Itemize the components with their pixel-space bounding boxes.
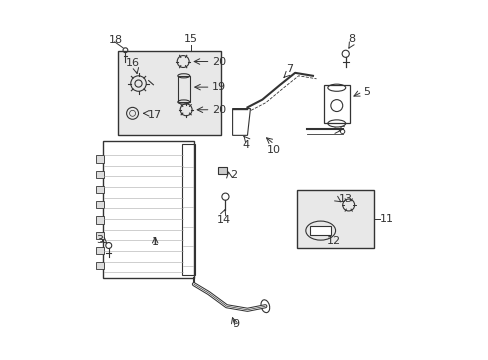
Text: 15: 15 [183, 34, 198, 44]
Text: 9: 9 [231, 319, 239, 329]
Bar [102, 141, 194, 278]
Text: 14: 14 [216, 215, 230, 225]
Text: 12: 12 [326, 236, 340, 246]
Text: 1: 1 [151, 237, 159, 247]
Text: 2: 2 [230, 170, 237, 180]
Bar [309, 226, 331, 235]
Text: 20: 20 [211, 57, 225, 67]
Text: 4: 4 [242, 140, 249, 149]
Text: 13: 13 [338, 194, 352, 204]
Text: 6: 6 [338, 126, 345, 136]
Bar [96, 186, 104, 193]
Bar [96, 247, 104, 254]
Bar [323, 85, 349, 123]
Bar [217, 167, 227, 174]
Bar [96, 262, 104, 269]
Text: 7: 7 [285, 64, 293, 74]
Text: 5: 5 [363, 87, 370, 97]
Bar [96, 216, 104, 224]
Text: 3: 3 [96, 234, 102, 244]
Bar [178, 76, 189, 102]
Bar [96, 231, 104, 239]
Bar [182, 144, 195, 275]
Bar [296, 190, 373, 248]
Bar [96, 201, 104, 208]
Text: 17: 17 [148, 109, 162, 120]
Text: 16: 16 [125, 58, 139, 68]
Text: 18: 18 [108, 35, 122, 45]
Text: 20: 20 [211, 105, 225, 115]
Bar [96, 171, 104, 178]
Text: 10: 10 [267, 145, 281, 156]
Text: 19: 19 [211, 82, 225, 92]
Bar [96, 156, 104, 162]
Text: 11: 11 [380, 214, 393, 224]
Bar [118, 51, 220, 135]
Text: 8: 8 [347, 34, 354, 44]
